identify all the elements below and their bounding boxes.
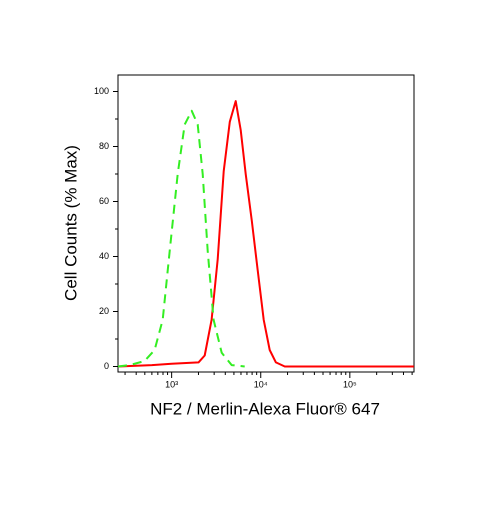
y-tick-label: 40 (99, 251, 109, 261)
x-tick-label: 10⁵ (343, 379, 357, 389)
y-tick-label: 0 (104, 361, 109, 371)
x-tick-label: 10³ (165, 379, 178, 389)
histogram-line (117, 100, 414, 368)
x-axis-label: NF2 / Merlin-Alexa Fluor® 647 (150, 399, 380, 418)
y-tick-label: 80 (99, 141, 109, 151)
y-axis-label: Cell Counts (% Max) (61, 145, 80, 301)
histogram-line (117, 109, 245, 368)
y-tick-label: 20 (99, 306, 109, 316)
x-tick-label: 10⁴ (254, 379, 268, 389)
y-tick-label: 60 (99, 196, 109, 206)
plot-frame (117, 74, 415, 373)
y-tick-label: 100 (94, 86, 109, 96)
